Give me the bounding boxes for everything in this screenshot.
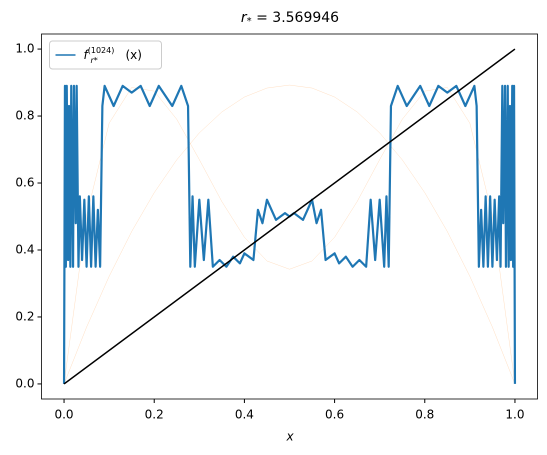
title-symbol: r (241, 10, 248, 26)
chart-title: r* = 3.569946 (241, 10, 339, 27)
x-tick-label: 0.2 (145, 408, 164, 422)
y-tick-label: 0.0 (15, 376, 34, 390)
series-line (63, 48, 516, 385)
x-tick-label: 0.0 (54, 408, 73, 422)
y-tick-label: 0.2 (15, 309, 34, 323)
series-line (63, 84, 516, 385)
legend-label: f(1024) r* (x) (84, 46, 142, 65)
legend-base: f (84, 48, 90, 62)
y-tick-label: 0.4 (15, 242, 34, 256)
legend-arg: (x) (126, 48, 142, 62)
x-axis-label: x (285, 430, 294, 444)
title-sub: * (247, 16, 252, 27)
legend-box (49, 40, 162, 70)
y-tick-label: 1.0 (15, 42, 34, 56)
title-text: = 3.569946 (252, 10, 340, 26)
legend-sup: (1024) (88, 46, 115, 55)
y-tick-label: 0.8 (15, 109, 34, 123)
x-tick-label: 1.0 (505, 408, 524, 422)
x-tick-label: 0.8 (415, 408, 434, 422)
x-tick-label: 0.6 (325, 408, 344, 422)
series-line (63, 87, 516, 384)
legend-sub: r* (91, 56, 98, 65)
x-tick-label: 0.4 (235, 408, 254, 422)
y-tick-label: 0.6 (15, 176, 34, 190)
series-line (62, 84, 517, 384)
plot-frame (41, 33, 538, 400)
